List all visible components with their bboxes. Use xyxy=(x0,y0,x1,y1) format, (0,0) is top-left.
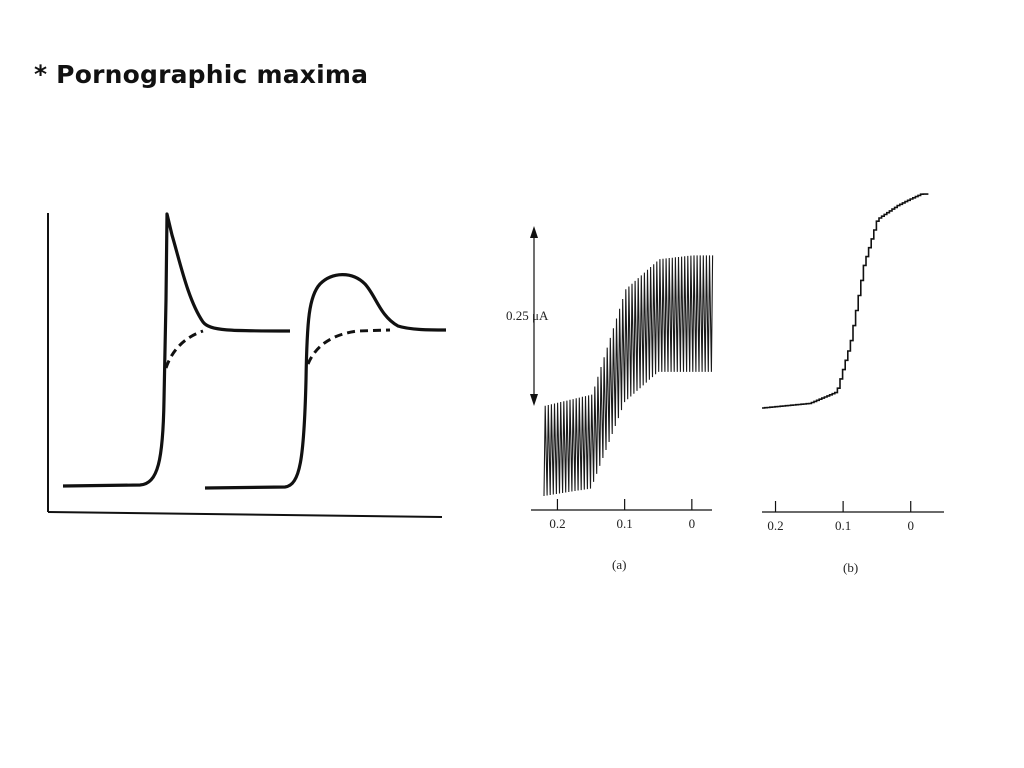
panel-label-b: (b) xyxy=(843,560,858,575)
scale-bar-label: 0.25 μA xyxy=(506,308,549,323)
x-axis-line xyxy=(47,511,443,518)
x-tick-label: 0.2 xyxy=(767,518,783,533)
oscillation-path xyxy=(543,255,714,497)
scale-bar-arrow-down xyxy=(530,394,538,406)
staircase-current-curve xyxy=(762,193,929,409)
oscillating-current-trace xyxy=(543,255,714,497)
chart-panel-b: 0.2 0.1 0 (b) xyxy=(762,193,944,575)
slide-title: * Pornographic maxima xyxy=(34,60,369,89)
x-tick-label: 0.1 xyxy=(835,518,851,533)
sharp-maximum-curve xyxy=(62,212,291,488)
chart-maxima-schematic xyxy=(47,212,447,518)
chart-panel-a: 0.25 μA 0.2 0.1 0 (a) xyxy=(506,226,714,572)
x-tick-label: 0.1 xyxy=(617,516,633,531)
panel-label-a: (a) xyxy=(612,557,626,572)
normal-wave-dashed xyxy=(164,329,204,369)
x-ticks-b: 0.2 0.1 0 xyxy=(767,501,914,533)
x-tick-label: 0 xyxy=(689,516,696,531)
rounded-maximum-curve xyxy=(204,273,447,490)
x-tick-label: 0 xyxy=(907,518,914,533)
x-ticks-a: 0.2 0.1 0 xyxy=(549,499,695,531)
x-tick-label: 0.2 xyxy=(549,516,565,531)
normal-wave-dashed-2 xyxy=(306,328,391,365)
scale-bar-arrow-up xyxy=(530,226,538,238)
